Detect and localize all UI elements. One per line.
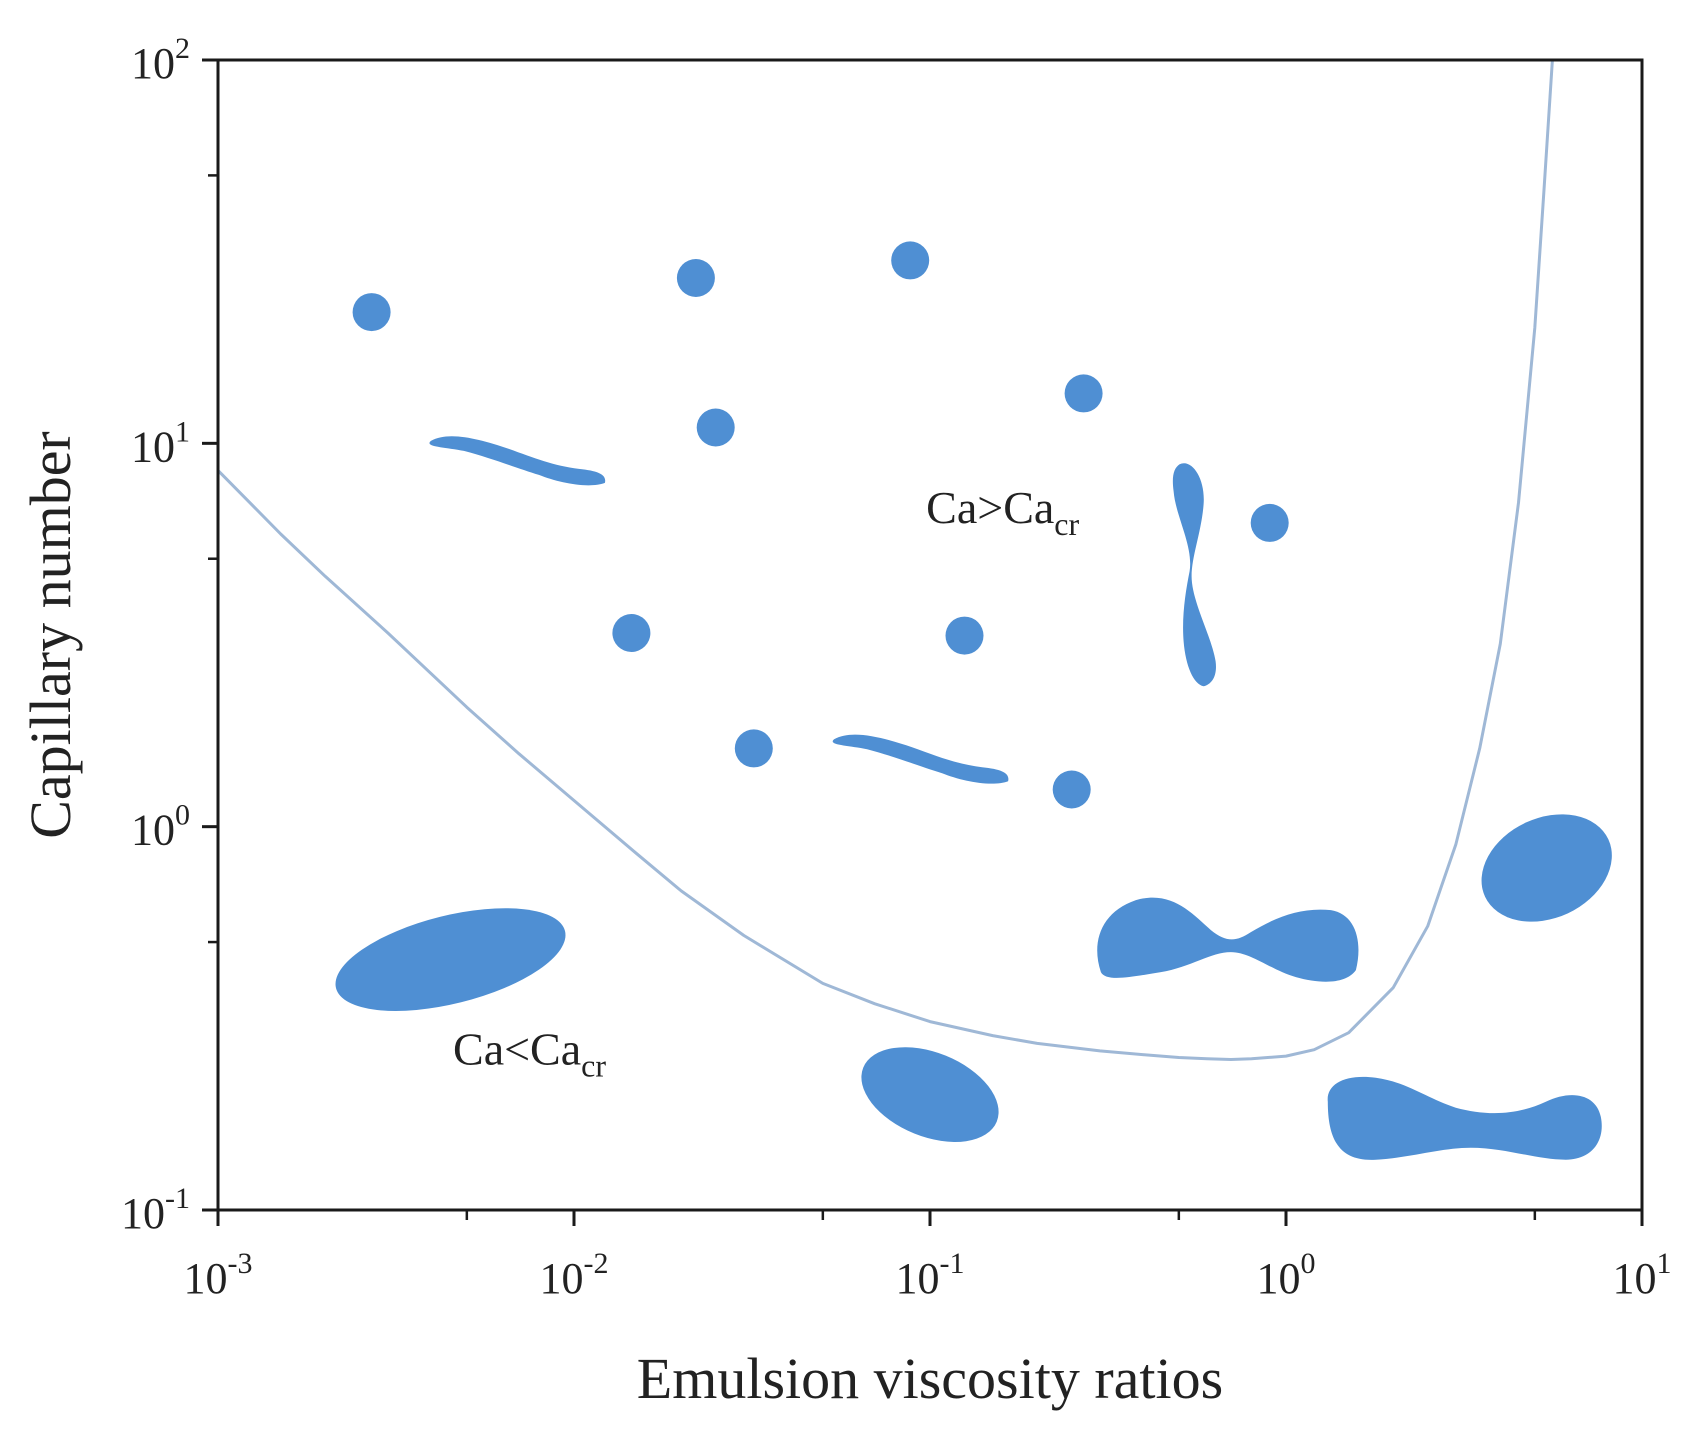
droplet-sphere (945, 616, 984, 655)
plot-frame (216, 58, 1644, 1212)
y-tick-label: 101 (131, 415, 190, 471)
droplet-layer (335, 241, 1612, 1160)
y-tick-label: 102 (131, 32, 190, 88)
curve-layer (216, 59, 1554, 1061)
droplet-sphere (1064, 374, 1103, 413)
droplet-peanut (1327, 1076, 1602, 1160)
x-axis: 10-3 10-2 10-1 100 101 (184, 1210, 1672, 1303)
y-tick-label: 100 (131, 799, 190, 855)
region-annotation: Ca<Cacr (453, 1023, 606, 1083)
droplet-dumbbell (1097, 897, 1359, 982)
y-axis-title: Capillary number (18, 431, 83, 839)
droplet-thread (832, 734, 1009, 784)
droplet-ellipse (1481, 814, 1612, 922)
y-axis: 10-1 100 101 102 (121, 32, 218, 1238)
critical-capillary-curve (216, 59, 1554, 1061)
droplet-sphere (612, 614, 651, 652)
x-tick-label: 10-2 (540, 1247, 609, 1303)
droplet-vertical-thread (1172, 463, 1216, 687)
y-tick-label: 10-1 (121, 1182, 190, 1238)
annotation-layer: Ca>Cacr Ca<Cacr (453, 482, 1079, 1083)
x-tick-label: 10-3 (184, 1247, 253, 1303)
region-annotation: Ca>Cacr (926, 482, 1079, 542)
droplet-sphere (1052, 770, 1091, 809)
droplet-sphere (1250, 503, 1289, 542)
droplet-sphere (696, 408, 735, 447)
x-tick-label: 10-1 (896, 1247, 965, 1303)
droplet-sphere (891, 241, 930, 280)
droplet-sphere (734, 729, 773, 768)
x-axis-title: Emulsion viscosity ratios (637, 1346, 1223, 1411)
x-tick-label: 100 (1257, 1247, 1316, 1303)
droplet-ellipse (861, 1047, 999, 1142)
x-tick-label: 101 (1613, 1247, 1672, 1303)
droplet-thread (429, 436, 606, 486)
droplet-sphere (352, 293, 391, 332)
droplet-sphere (676, 259, 715, 297)
droplet-ellipse (335, 908, 566, 1011)
